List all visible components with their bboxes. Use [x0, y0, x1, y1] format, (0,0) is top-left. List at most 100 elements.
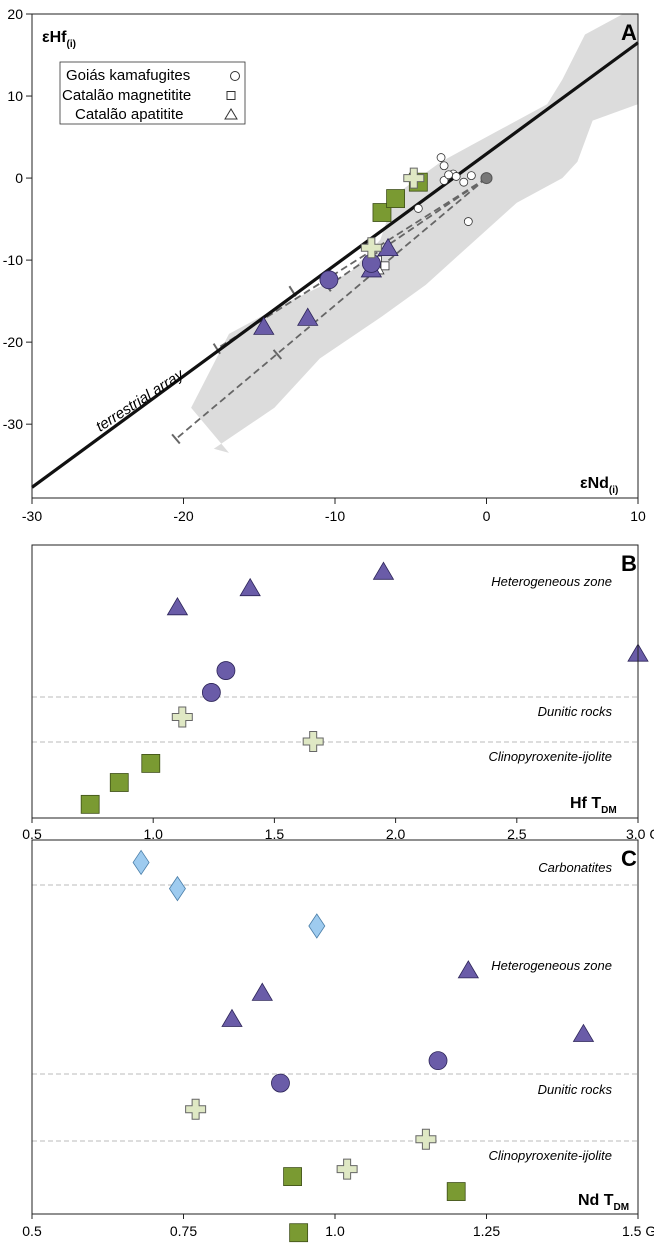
a-point-small-circle-2 — [439, 161, 449, 171]
b-point-square-2 — [109, 773, 129, 792]
a-point-small-circle-10 — [444, 170, 454, 180]
b-zone-dunitic: Dunitic rocks — [538, 704, 613, 719]
b-point-square-3 — [80, 794, 100, 814]
c-x-tick-label: 1.0 — [325, 1223, 345, 1239]
panel-c-letter: C — [621, 846, 637, 871]
field-polygon — [191, 14, 638, 453]
mixing-line-3 — [326, 177, 488, 288]
b-x-tick-label: 3.0 Ga — [626, 826, 654, 842]
c-point-triangle-1 — [251, 982, 273, 1001]
a-x-tick-label: -30 — [22, 508, 42, 524]
a-point-square-2 — [386, 189, 406, 208]
a-point-small-circle-7 — [439, 176, 449, 185]
b-point-circle-2 — [201, 683, 221, 702]
panel-c: Carbonatites Heterogeneous zone Dunitic … — [22, 839, 654, 1243]
c-point-circle-2 — [271, 1073, 290, 1093]
c-point-triangle-3 — [572, 1023, 595, 1042]
c-x-tick-label: 0.5 — [22, 1223, 42, 1239]
b-point-cross-2 — [302, 731, 324, 753]
b-point-circle-1 — [216, 661, 236, 680]
a-point-small-circle-8 — [413, 204, 423, 213]
c-point-triangle-4 — [457, 960, 480, 979]
a-y-tick-label: 0 — [15, 170, 23, 186]
c-point-diamond-3 — [308, 913, 326, 939]
data-field-envelope — [191, 14, 638, 453]
a-y-tick-label: 20 — [7, 6, 23, 22]
c-point-square-2 — [446, 1182, 466, 1201]
b-zone-heterogeneous: Heterogeneous zone — [491, 574, 612, 589]
a-x-tick-label: 10 — [630, 508, 646, 524]
a-point-cross-1 — [360, 237, 382, 259]
panel-b-letter: B — [621, 551, 637, 576]
c-x-tick-label: 0.75 — [170, 1223, 197, 1239]
a-point-triangle-4 — [377, 237, 399, 257]
legend-entry-kamafugites: Goiás kamafugites — [66, 67, 190, 84]
endmember-point — [480, 172, 493, 185]
c-point-cross-3 — [336, 1158, 358, 1180]
b-x-tick-label: 2.5 — [507, 826, 527, 842]
c-point-cross-2 — [415, 1128, 437, 1150]
a-point-circle-1 — [319, 270, 339, 290]
a-point-cross-2 — [403, 167, 425, 189]
b-x-tick-label: 0.5 — [22, 826, 42, 842]
mixing-end-tick-1 — [171, 433, 181, 445]
c-x-label-main: Nd T — [578, 1192, 614, 1209]
c-zone-heterogeneous: Heterogeneous zone — [491, 958, 612, 973]
panel-c-points — [132, 849, 595, 1243]
legend-entry-apatitite: Catalão apatitite — [75, 106, 183, 123]
a-point-small-circle-6 — [459, 177, 469, 187]
a-x-label-sub: (i) — [609, 485, 618, 496]
b-point-cross-1 — [171, 706, 193, 728]
c-zone-carbonatites: Carbonatites — [538, 860, 612, 875]
c-point-circle-1 — [428, 1051, 448, 1071]
c-zone-clinopyroxenite: Clinopyroxenite-ijolite — [488, 1148, 612, 1163]
a-y-label-sub: (i) — [66, 39, 75, 50]
legend: Goiás kamafugites Catalão magnetitite Ca… — [59, 61, 246, 125]
a-point-small-circle-4 — [451, 172, 461, 181]
a-point-small-circle-5 — [466, 171, 476, 181]
a-x-tick-label: 0 — [483, 508, 491, 524]
a-y-label-main: εHf — [42, 29, 67, 46]
terrestrial-array-label: terrestrial array — [93, 365, 188, 435]
a-y-tick-label: -10 — [3, 252, 23, 268]
b-point-triangle-3 — [372, 561, 395, 580]
panel-a-axes: -30 -20 -10 0 10 20 10 0 -10 -20 -30 — [3, 6, 646, 524]
a-point-small-square-2 — [380, 261, 390, 271]
terrestrial-array-line — [31, 41, 639, 489]
b-point-triangle-2 — [239, 577, 261, 597]
a-point-triangle-1 — [253, 316, 275, 335]
c-point-cross-1 — [185, 1098, 207, 1120]
c-x-label-sub: DM — [614, 1202, 630, 1213]
a-y-axis-label: εHf(i) — [42, 29, 76, 50]
b-x-axis-label: Hf TDM — [570, 795, 617, 816]
a-x-tick-label: -20 — [173, 508, 193, 524]
legend-square-icon — [226, 91, 236, 100]
panel-b-axes: 0.5 1.0 1.5 2.0 2.5 3.0 Ga — [22, 818, 654, 842]
legend-triangle-icon — [224, 108, 238, 120]
c-x-axis-label: Nd TDM — [578, 1192, 629, 1213]
a-x-label-main: εNd — [580, 475, 609, 492]
a-y-tick-label: -20 — [3, 334, 23, 350]
b-point-square-1 — [141, 754, 161, 773]
c-point-square-1 — [283, 1167, 302, 1186]
panel-b-frame — [31, 544, 639, 819]
c-point-diamond-2 — [168, 875, 186, 902]
a-y-tick-label: 10 — [7, 88, 23, 104]
panel-a-points — [253, 153, 493, 335]
panel-a-letter: A — [621, 20, 637, 45]
a-point-triangle-2 — [297, 307, 319, 326]
c-x-tick-label: 1.5 Ga — [622, 1223, 654, 1239]
panel-b: Heterogeneous zone Dunitic rocks Clinopy… — [22, 544, 654, 842]
panel-c-axes: 0.5 0.75 1.0 1.25 1.5 Ga — [22, 1214, 654, 1239]
c-zone-dunitic: Dunitic rocks — [538, 1082, 613, 1097]
mixing-mid-tick-1 — [272, 349, 283, 360]
legend-circle-icon — [230, 71, 240, 81]
b-zone-clinopyroxenite: Clinopyroxenite-ijolite — [488, 749, 612, 764]
a-x-axis-label: εNd(i) — [580, 475, 618, 496]
legend-box — [59, 61, 246, 125]
a-x-tick-label: -10 — [325, 508, 345, 524]
b-x-label-main: Hf T — [570, 795, 601, 812]
c-x-tick-label: 1.25 — [473, 1223, 500, 1239]
panel-b-points — [80, 561, 649, 814]
